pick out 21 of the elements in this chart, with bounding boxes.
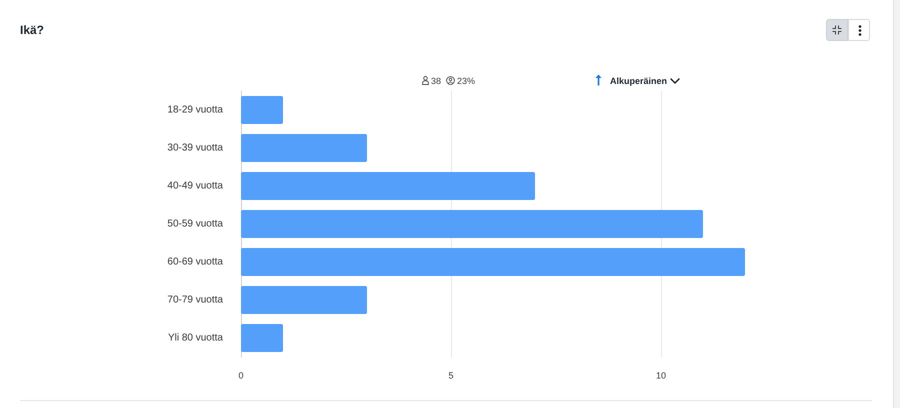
bar (241, 172, 535, 200)
x-tick-label: 5 (448, 370, 454, 380)
y-tick-label: 18-29 vuotta (167, 104, 224, 116)
bar (241, 210, 703, 238)
text: Alkuperäinen (610, 76, 668, 86)
text: Ikä? (20, 23, 44, 37)
y-tick-label: 40-49 vuotta (167, 180, 224, 192)
x-tick-label: 0 (238, 370, 244, 380)
bar (241, 286, 367, 314)
bar (241, 324, 283, 352)
y-tick-label: Yli 80 vuotta (168, 332, 224, 344)
y-tick-label: 50-59 vuotta (167, 218, 224, 230)
bar (241, 248, 745, 276)
bar (241, 96, 283, 124)
text: 23% (457, 76, 476, 86)
x-tick-label: 10 (656, 370, 666, 380)
y-tick-label: 30-39 vuotta (167, 142, 224, 154)
text: 38 (431, 76, 442, 86)
y-tick-label: 60-69 vuotta (167, 256, 224, 268)
y-tick-label: 70-79 vuotta (167, 294, 224, 306)
bar (241, 134, 367, 162)
